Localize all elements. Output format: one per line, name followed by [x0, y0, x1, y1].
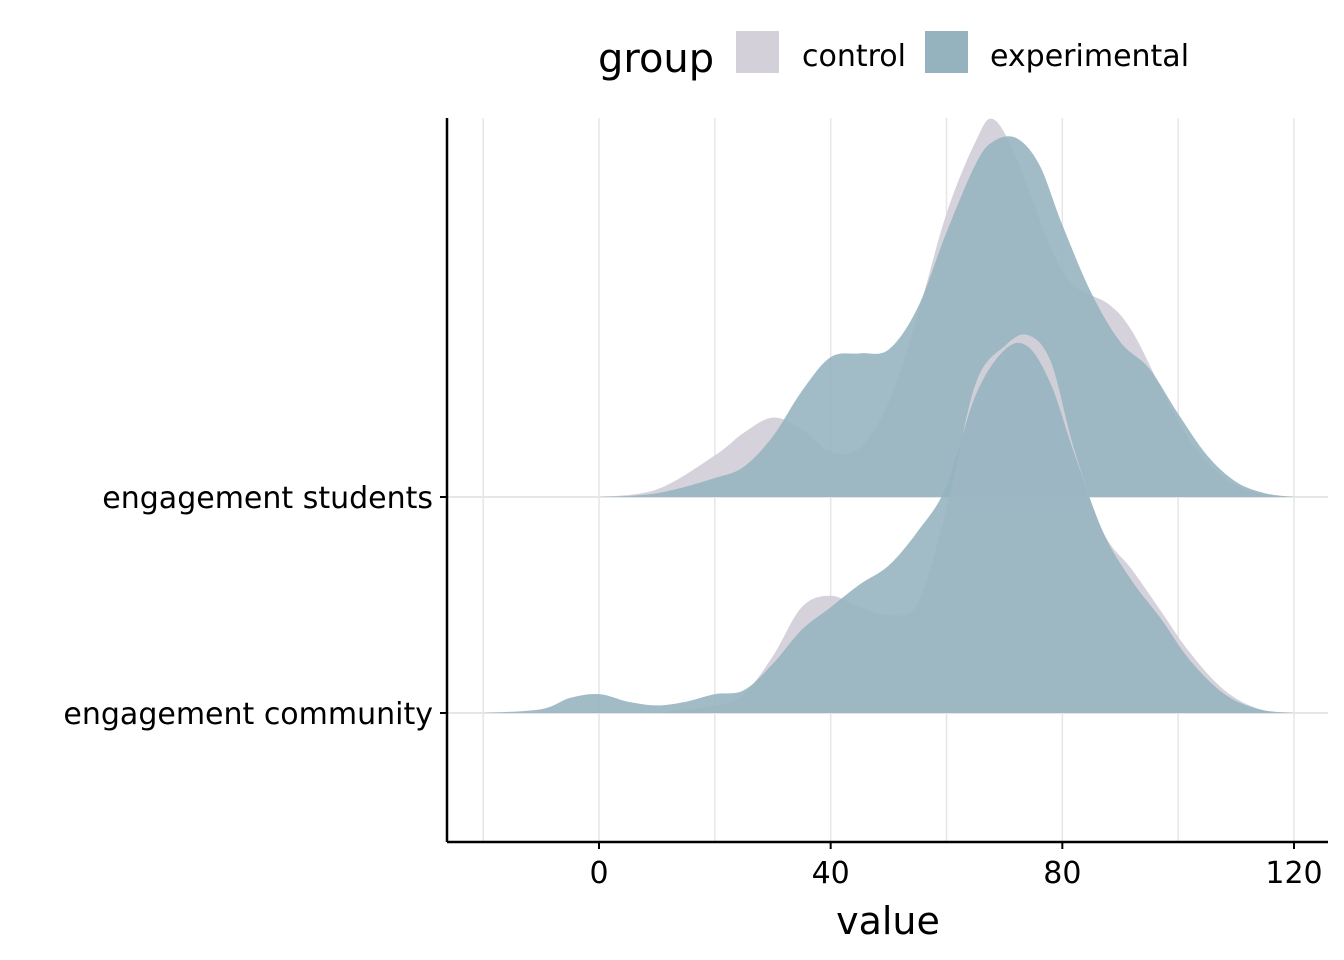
x-tick-label-0: 0: [589, 856, 608, 891]
legend-label-control: control: [802, 39, 906, 74]
legend-title: group: [598, 36, 714, 82]
x-axis-ticks: 0 40 80 120: [589, 842, 1323, 891]
legend-label-experimental: experimental: [990, 39, 1189, 74]
ridge-engagement-students-experimental: [599, 136, 1294, 497]
legend-swatch-control: [736, 31, 779, 73]
x-tick-label-80: 80: [1043, 856, 1081, 891]
legend: group control experimental: [598, 31, 1189, 82]
y-label-engagement-students: engagement students: [102, 481, 433, 516]
legend-swatch-experimental: [925, 31, 968, 73]
x-tick-label-40: 40: [812, 856, 850, 891]
y-label-engagement-community: engagement community: [63, 697, 433, 732]
x-axis-title: value: [836, 899, 940, 943]
y-axis-labels: engagement students engagement community: [63, 481, 447, 732]
ridge-engagement-community-experimental: [483, 342, 1294, 713]
x-tick-label-120: 120: [1265, 856, 1322, 891]
density-ridges: [483, 118, 1294, 713]
